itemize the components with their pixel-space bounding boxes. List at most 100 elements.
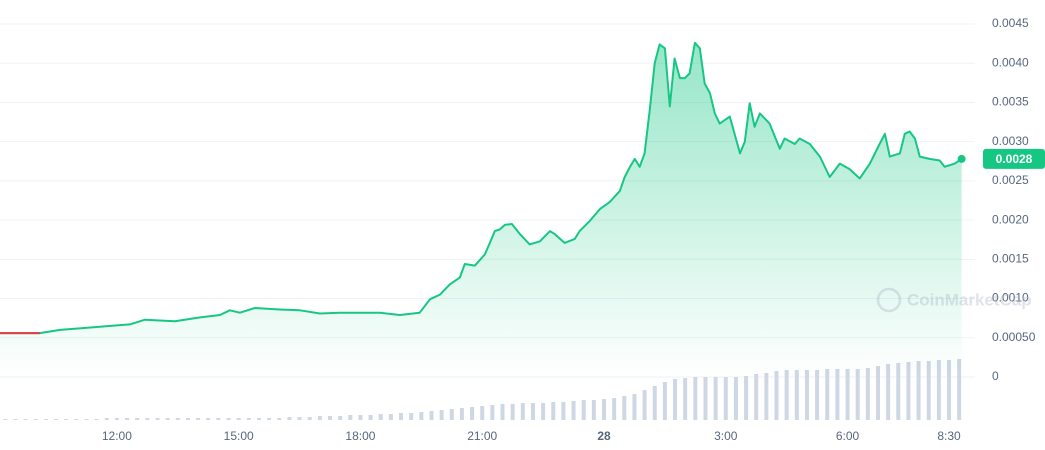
volume-bar — [196, 418, 201, 420]
volume-bar — [733, 377, 738, 420]
volume-bar — [368, 415, 373, 420]
volume-bar — [794, 370, 799, 420]
volume-bar — [328, 416, 333, 420]
volume-bar — [226, 418, 231, 420]
volume-bar — [175, 418, 180, 420]
volume-bar — [236, 418, 241, 420]
volume-bar — [23, 419, 28, 420]
volume-bar — [825, 369, 830, 420]
volume-bar — [297, 417, 302, 420]
y-tick-label: 0.0030 — [992, 134, 1029, 148]
volume-bar — [500, 404, 505, 420]
volume-bar — [875, 366, 880, 420]
volume-bar — [530, 403, 535, 420]
volume-bar — [84, 419, 89, 420]
volume-bar — [114, 418, 119, 420]
current-price-badge — [983, 148, 1045, 169]
watermark-logo — [876, 287, 902, 313]
volume-bar — [673, 379, 678, 420]
volume-bar — [429, 411, 434, 420]
volume-bar — [419, 412, 424, 420]
volume-bar — [591, 400, 596, 420]
volume-bar — [551, 402, 556, 420]
volume-bar — [784, 370, 789, 420]
x-tick-label: 18:00 — [345, 429, 375, 443]
volume-bar — [703, 377, 708, 420]
volume-bar — [652, 386, 657, 420]
volume-bar — [662, 382, 667, 420]
volume-bar — [459, 408, 464, 420]
volume-bar — [399, 413, 404, 420]
volume-bar — [510, 404, 515, 420]
volume-bar — [125, 418, 130, 420]
volume-bar — [642, 390, 647, 420]
y-tick-label: 0.0045 — [992, 16, 1029, 30]
y-tick-label: 0.0035 — [992, 95, 1029, 109]
y-tick-label: 0.00050 — [992, 330, 1036, 344]
y-tick-label: 0.0010 — [992, 291, 1029, 305]
volume-bar — [490, 405, 495, 420]
volume-bar — [33, 419, 38, 420]
x-tick-label: 15:00 — [224, 429, 254, 443]
volume-bar — [774, 371, 779, 420]
volume-bar — [267, 418, 272, 420]
y-tick-label: 0.0020 — [992, 212, 1029, 226]
volume-bar — [470, 407, 475, 420]
watermark-text: CoinMarketCap — [907, 290, 1032, 309]
volume-bar — [896, 363, 901, 420]
volume-bar — [480, 406, 485, 420]
volume-bar — [338, 416, 343, 420]
watermark: CoinMarketCap — [876, 287, 1032, 313]
volume-bar — [54, 419, 59, 420]
volume-bar — [43, 419, 48, 420]
volume-bar — [317, 416, 322, 420]
volume-bar — [277, 418, 282, 420]
x-tick-label: 12:00 — [102, 429, 132, 443]
volume-bar — [388, 414, 393, 420]
volume-bar — [581, 400, 586, 420]
volume-bar — [348, 415, 353, 420]
x-tick-label: 28 — [597, 429, 611, 443]
price-area — [0, 42, 962, 378]
volume-bar — [632, 394, 637, 420]
volume-bar — [256, 418, 261, 420]
volume-bar — [835, 369, 840, 420]
volume-bar — [744, 376, 749, 420]
volume-bar — [815, 370, 820, 420]
volume-bar — [947, 360, 952, 420]
x-tick-label: 21:00 — [467, 429, 497, 443]
volume-bar — [622, 396, 627, 420]
volume-bar — [104, 418, 109, 420]
volume-bar — [541, 403, 546, 420]
volume-bar — [926, 361, 931, 420]
volume-bar — [764, 373, 769, 420]
volume-bar — [571, 401, 576, 420]
volume-bar — [612, 398, 617, 420]
y-tick-label: 0.0025 — [992, 173, 1029, 187]
volume-bar — [358, 415, 363, 420]
volume-bar — [561, 402, 566, 420]
volume-bar — [855, 369, 860, 420]
volume-bar — [886, 364, 891, 420]
volume-bar — [246, 418, 251, 420]
volume-bar — [520, 403, 525, 420]
volume-bar — [94, 419, 99, 420]
volume-bar — [865, 368, 870, 420]
volume-bar — [916, 361, 921, 420]
volume-bar — [683, 378, 688, 420]
volume-bar — [906, 362, 911, 420]
y-tick-label: 0 — [992, 369, 999, 383]
x-tick-label: 3:00 — [714, 429, 738, 443]
current-price-dot — [957, 154, 966, 163]
volume-bar — [754, 374, 759, 420]
volume-bar — [713, 377, 718, 420]
volume-bar — [135, 418, 140, 420]
volume-bar — [206, 418, 211, 420]
x-tick-label: 6:00 — [836, 429, 860, 443]
volume-bar — [723, 377, 728, 420]
volume-bar — [145, 418, 150, 420]
y-tick-label: 0.0040 — [992, 55, 1029, 69]
volume-bar — [165, 418, 170, 420]
